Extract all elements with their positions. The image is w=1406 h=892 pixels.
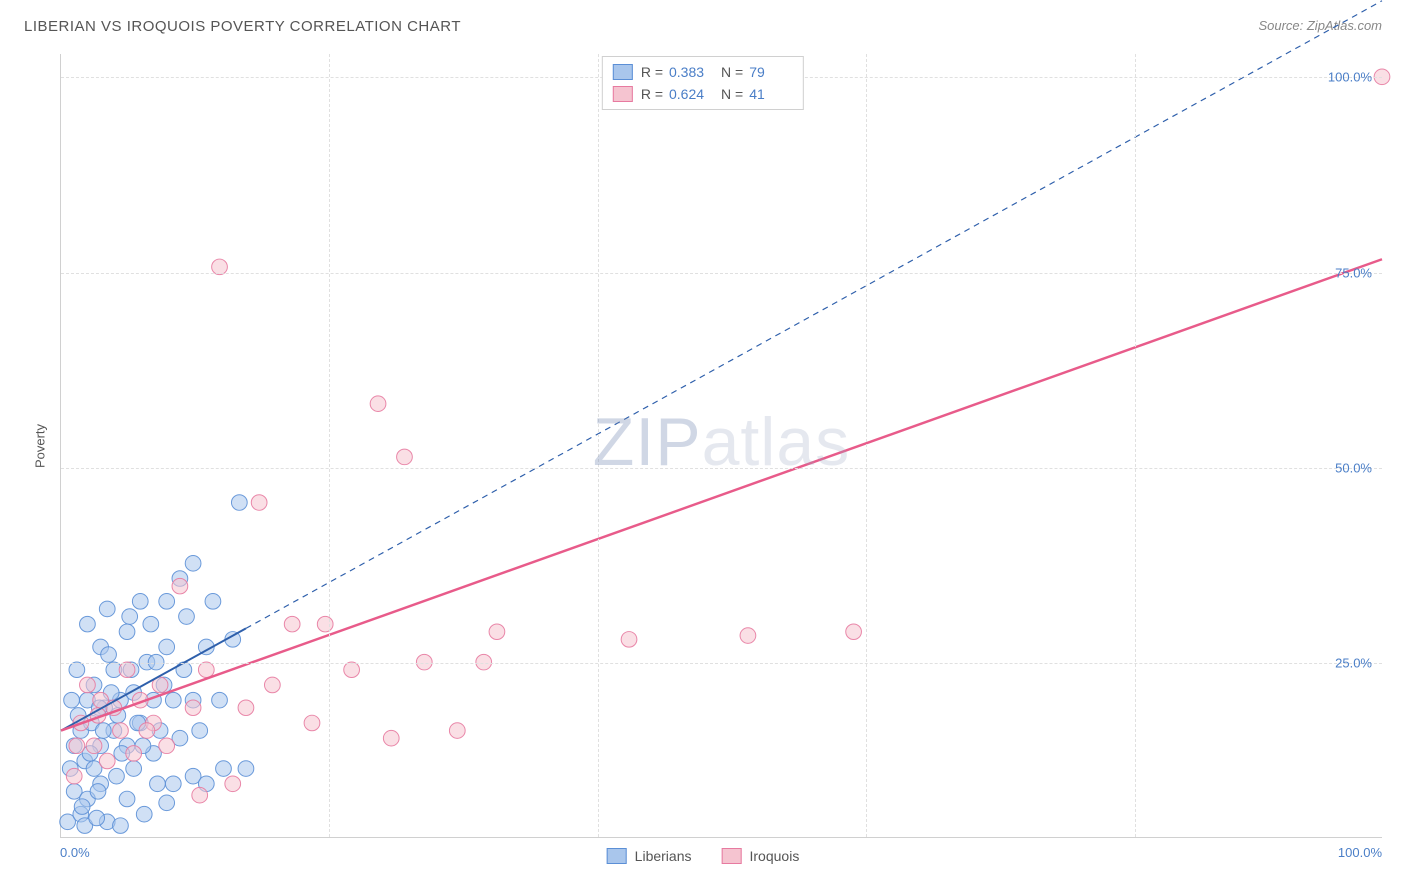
scatter-point <box>101 647 117 663</box>
series-legend: Liberians Iroquois <box>607 848 800 864</box>
scatter-point <box>159 639 175 655</box>
scatter-point <box>212 692 228 708</box>
stats-legend: R =0.383 N =79 R =0.624 N =41 <box>602 56 804 110</box>
scatter-point <box>238 761 254 777</box>
scatter-point <box>185 556 201 572</box>
scatter-point <box>159 738 175 754</box>
scatter-point <box>80 677 96 693</box>
scatter-point <box>489 624 505 640</box>
scatter-point <box>143 616 159 632</box>
scatter-point <box>172 578 188 594</box>
chart-svg <box>61 54 1382 837</box>
scatter-point <box>69 738 85 754</box>
legend-n: N =41 <box>721 83 793 105</box>
legend-item: Iroquois <box>722 848 800 864</box>
legend-r: R =0.383 <box>641 61 713 83</box>
gridline-h <box>61 663 1382 664</box>
scatter-point <box>185 700 201 716</box>
scatter-point <box>231 495 247 511</box>
scatter-point <box>122 609 138 625</box>
legend-swatch <box>613 64 633 80</box>
legend-row: R =0.624 N =41 <box>613 83 793 105</box>
legend-swatch <box>613 86 633 102</box>
scatter-point <box>126 761 142 777</box>
scatter-point <box>192 787 208 803</box>
scatter-point <box>126 746 142 762</box>
scatter-point <box>449 723 465 739</box>
plot-area: ZIPatlas 25.0%50.0%75.0%100.0% <box>60 54 1382 838</box>
scatter-point <box>304 715 320 731</box>
scatter-point <box>383 730 399 746</box>
x-tick-max: 100.0% <box>1338 845 1382 860</box>
legend-item: Liberians <box>607 848 692 864</box>
scatter-point <box>165 692 181 708</box>
scatter-point <box>139 723 155 739</box>
y-axis-label: Poverty <box>33 424 48 468</box>
scatter-point <box>109 768 125 784</box>
gridline-h <box>61 468 1382 469</box>
scatter-point <box>90 784 106 800</box>
y-tick-label: 75.0% <box>1335 265 1372 280</box>
scatter-point <box>80 616 96 632</box>
scatter-point <box>264 677 280 693</box>
scatter-point <box>344 662 360 678</box>
scatter-point <box>136 806 152 822</box>
scatter-point <box>66 768 82 784</box>
scatter-point <box>846 624 862 640</box>
scatter-point <box>165 776 181 792</box>
scatter-point <box>89 810 105 826</box>
scatter-point <box>69 662 85 678</box>
legend-r: R =0.624 <box>641 83 713 105</box>
gridline-v <box>329 54 330 837</box>
legend-swatch <box>607 848 627 864</box>
scatter-point <box>238 700 254 716</box>
legend-n: N =79 <box>721 61 793 83</box>
scatter-point <box>179 609 195 625</box>
scatter-point <box>119 791 135 807</box>
y-tick-label: 100.0% <box>1328 70 1372 85</box>
scatter-point <box>159 594 175 610</box>
scatter-point <box>150 776 166 792</box>
scatter-point <box>397 449 413 465</box>
scatter-point <box>621 632 637 648</box>
scatter-point <box>74 799 90 815</box>
gridline-v <box>866 54 867 837</box>
y-tick-label: 25.0% <box>1335 655 1372 670</box>
gridline-h <box>61 273 1382 274</box>
gridline-v <box>1135 54 1136 837</box>
legend-row: R =0.383 N =79 <box>613 61 793 83</box>
scatter-point <box>176 662 192 678</box>
scatter-point <box>86 738 102 754</box>
scatter-point <box>192 723 208 739</box>
legend-label: Liberians <box>635 848 692 864</box>
scatter-point <box>113 818 129 834</box>
scatter-point <box>132 594 148 610</box>
chart-container: LIBERIAN VS IROQUOIS POVERTY CORRELATION… <box>10 10 1396 882</box>
gridline-v <box>598 54 599 837</box>
legend-label: Iroquois <box>750 848 800 864</box>
scatter-point <box>119 662 135 678</box>
scatter-point <box>119 624 135 640</box>
x-tick-min: 0.0% <box>60 845 90 860</box>
scatter-point <box>216 761 232 777</box>
scatter-point <box>99 753 115 769</box>
scatter-point <box>64 692 80 708</box>
scatter-point <box>205 594 221 610</box>
legend-swatch <box>722 848 742 864</box>
scatter-point <box>95 723 111 739</box>
scatter-point <box>284 616 300 632</box>
trend-line-dashed <box>246 1 1382 629</box>
source-label: Source: ZipAtlas.com <box>1258 18 1382 33</box>
scatter-point <box>370 396 386 412</box>
scatter-point <box>225 776 241 792</box>
scatter-point <box>317 616 333 632</box>
scatter-point <box>251 495 267 511</box>
scatter-point <box>113 723 129 739</box>
scatter-point <box>99 601 115 617</box>
scatter-point <box>198 662 214 678</box>
chart-title: LIBERIAN VS IROQUOIS POVERTY CORRELATION… <box>24 18 461 35</box>
y-tick-label: 50.0% <box>1335 460 1372 475</box>
scatter-point <box>740 628 756 644</box>
scatter-point <box>159 795 175 811</box>
